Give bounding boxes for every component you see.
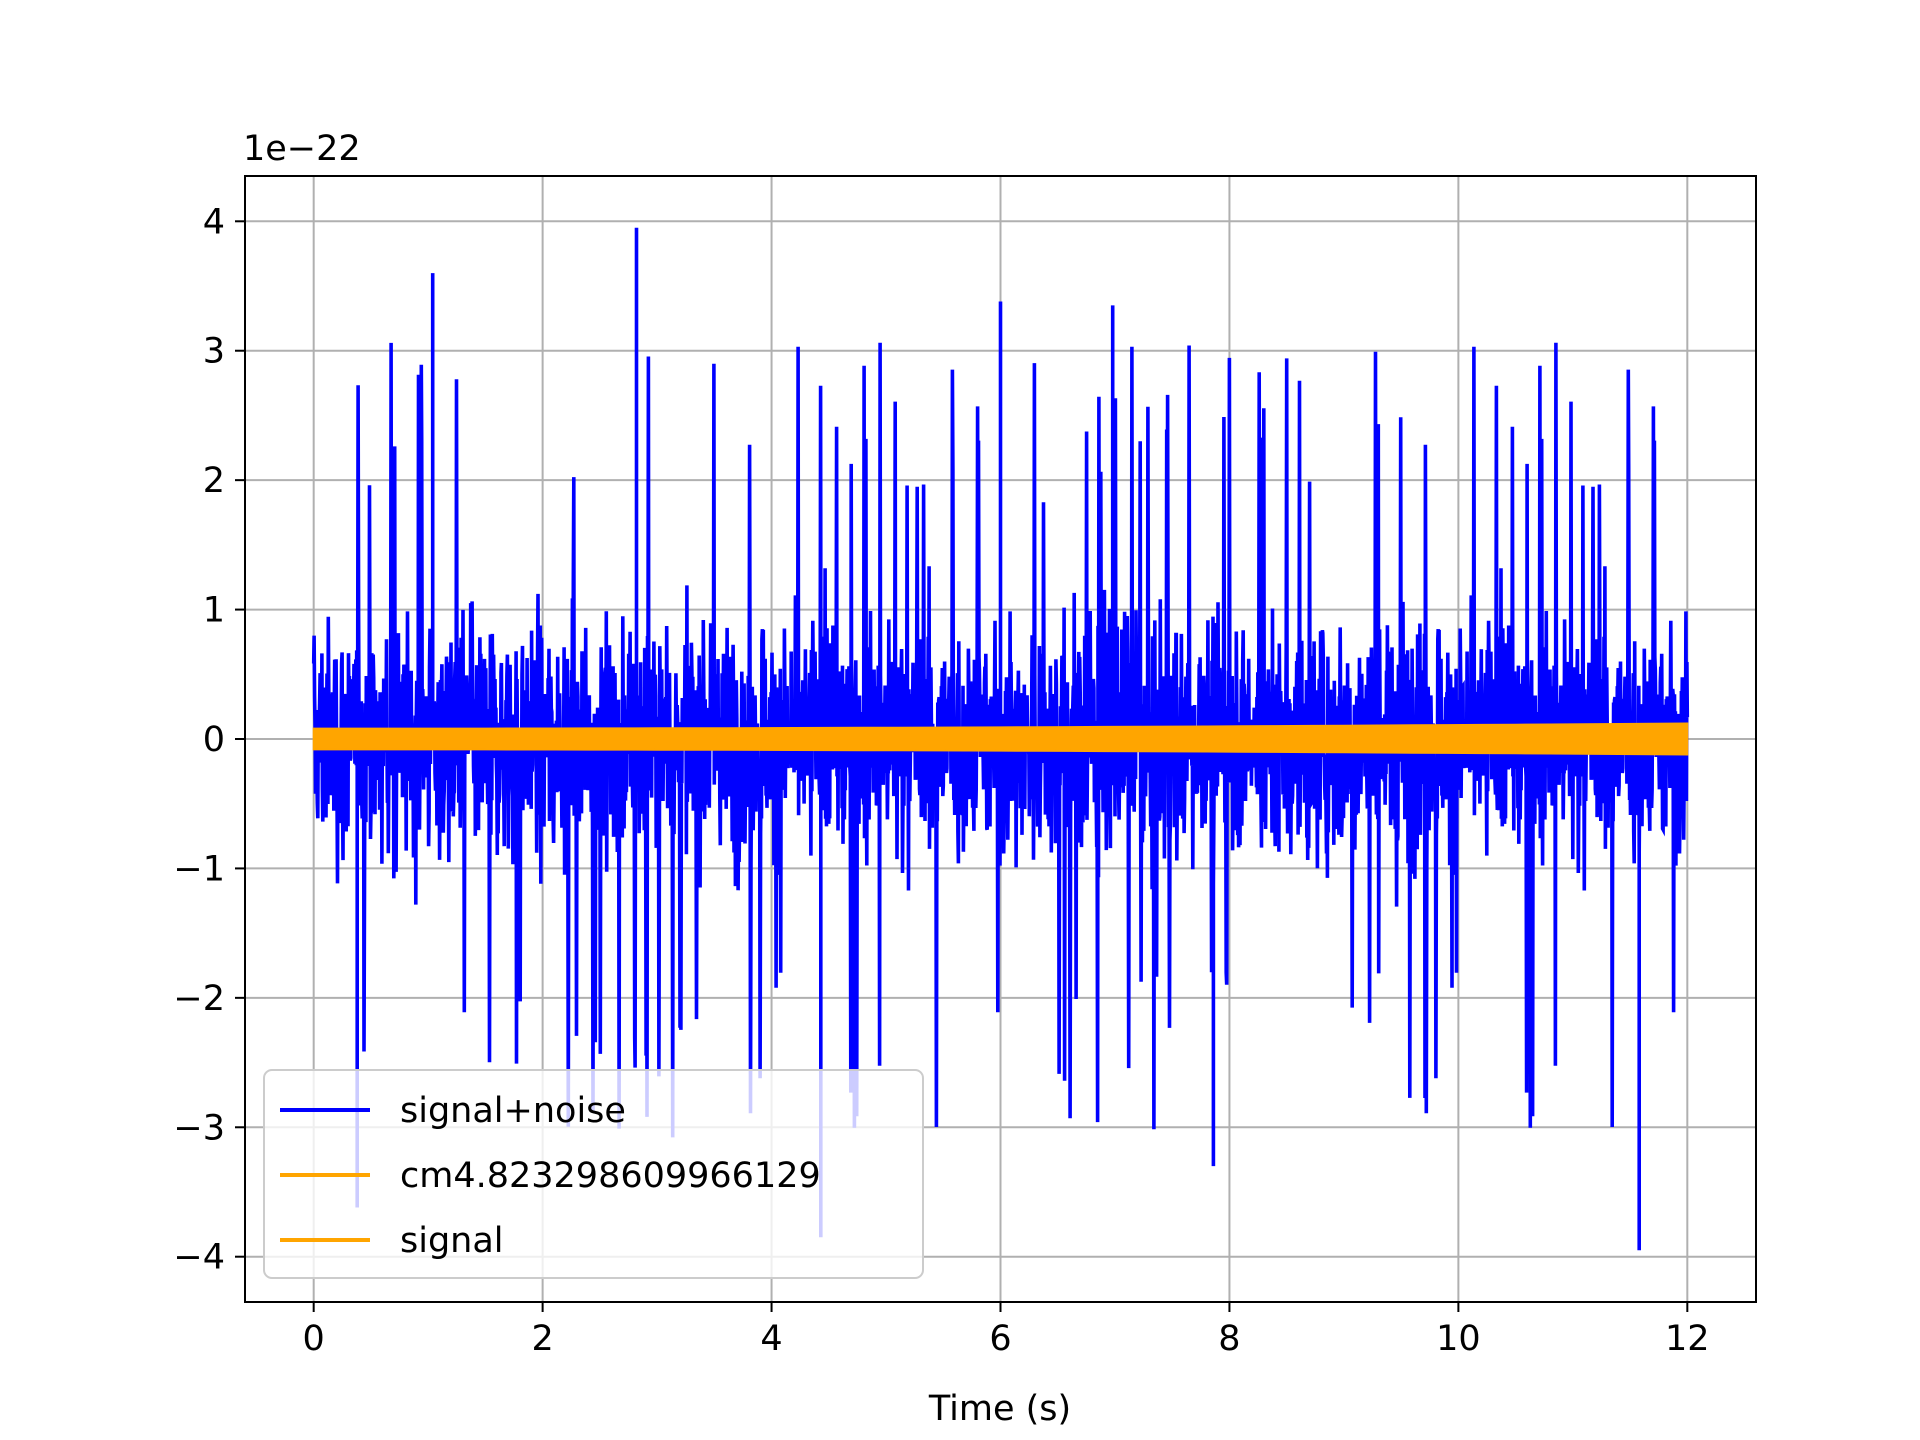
y-tick-label: −3 (173, 1108, 225, 1148)
y-axis: −4 −3 −2 −1 0 1 2 3 4 (173, 202, 245, 1278)
x-tick-label: 2 (531, 1319, 553, 1359)
x-tick-label: 12 (1665, 1319, 1710, 1359)
legend-box (263, 1069, 924, 1279)
y-tick-label: −2 (173, 979, 225, 1019)
x-axis: 0 2 4 6 8 10 12 (303, 1302, 1710, 1359)
y-tick-label: 2 (203, 461, 225, 501)
y-tick-label: −1 (173, 849, 225, 889)
y-tick-label: 3 (203, 332, 225, 372)
series-signal-band (312, 722, 1689, 756)
y-tick-label: 0 (203, 720, 225, 760)
x-tick-label: 6 (989, 1319, 1011, 1359)
legend: signal+noise cm4.823298609966129 signal (263, 1069, 924, 1279)
legend-label-signal: signal (400, 1221, 504, 1261)
x-axis-label: Time (s) (928, 1389, 1071, 1429)
series-signal-noise-line (311, 227, 1690, 1251)
x-tick-label: 0 (303, 1319, 325, 1359)
legend-label-signal-noise: signal+noise (400, 1091, 626, 1131)
y-offset-label: 1e−22 (243, 129, 361, 169)
legend-label-cm: cm4.823298609966129 (400, 1156, 821, 1196)
x-tick-label: 10 (1436, 1319, 1481, 1359)
x-tick-label: 4 (760, 1319, 782, 1359)
y-tick-label: −4 (173, 1238, 225, 1278)
y-tick-label: 1 (203, 591, 225, 631)
y-tick-label: 4 (203, 202, 225, 242)
x-tick-label: 8 (1218, 1319, 1240, 1359)
